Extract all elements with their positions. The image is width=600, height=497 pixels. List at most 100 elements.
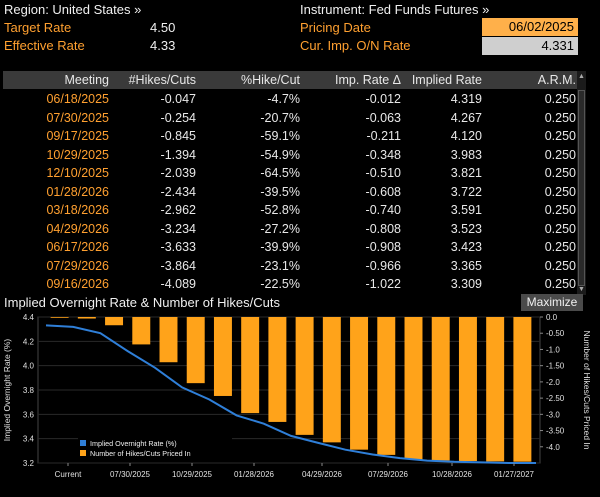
y-right-tick-label: 0.0 bbox=[546, 313, 558, 322]
col-meeting[interactable]: Meeting bbox=[64, 73, 109, 87]
table-row[interactable]: 10/29/2025 -1.394 -54.9% -0.348 3.983 0.250 bbox=[3, 147, 580, 164]
table-row[interactable]: 09/17/2025 -0.845 -59.1% -0.211 4.120 0.250 bbox=[3, 128, 580, 145]
col-implied-rate[interactable]: Implied Rate bbox=[411, 73, 482, 87]
cell-implied-rate: 4.120 bbox=[450, 129, 482, 143]
cell-meeting: 06/17/2026 bbox=[46, 240, 109, 254]
cell-pct-hike-cut: -22.5% bbox=[260, 277, 300, 291]
x-tick-label: Current bbox=[55, 470, 82, 479]
col-arm[interactable]: A.R.M. bbox=[537, 73, 576, 87]
table-row[interactable]: 04/29/2026 -3.234 -27.2% -0.808 3.523 0.250 bbox=[3, 221, 580, 238]
y-left-tick-label: 3.2 bbox=[23, 459, 35, 468]
cell-imp-rate-delta: -1.022 bbox=[365, 277, 401, 291]
cell-imp-rate-delta: -0.966 bbox=[365, 258, 401, 273]
y-left-tick-label: 3.4 bbox=[23, 435, 35, 444]
cell-pct-hike-cut: -4.7% bbox=[267, 92, 300, 106]
y-left-tick-label: 3.6 bbox=[23, 410, 35, 419]
target-rate-value: 4.50 bbox=[150, 20, 176, 35]
rate-chart: 4.4 4.2 4.0 3.8 3.6 3.4 3.2 0.0 -0.50 -1.0 -1.50 -2… bbox=[0, 311, 600, 497]
cell-arm: 0.250 bbox=[544, 92, 576, 106]
cell-pct-hike-cut: -64.5% bbox=[260, 166, 300, 180]
scrollbar-thumb[interactable] bbox=[578, 90, 585, 286]
cell-arm: 0.250 bbox=[544, 277, 576, 291]
cell-meeting: 09/16/2026 bbox=[46, 277, 109, 291]
maximize-button[interactable]: Maximize bbox=[521, 294, 583, 311]
cell-arm: 0.250 bbox=[544, 110, 576, 125]
cell-implied-rate: 3.591 bbox=[450, 203, 482, 217]
x-tick-label: 07/30/2025 bbox=[110, 470, 151, 479]
region-selector[interactable]: Region: United States » bbox=[4, 2, 142, 17]
cell-hikes-cuts: -2.962 bbox=[160, 203, 196, 217]
cell-implied-rate: 3.523 bbox=[450, 221, 482, 236]
cell-pct-hike-cut: -54.9% bbox=[260, 147, 300, 162]
table-row[interactable]: 06/18/2025 -0.047 -4.7% -0.012 4.319 0.250 bbox=[3, 91, 580, 108]
cell-implied-rate: 4.319 bbox=[450, 92, 482, 106]
cell-imp-rate-delta: -0.608 bbox=[365, 184, 401, 199]
scroll-down-icon[interactable]: ▼ bbox=[578, 286, 585, 293]
chart-bar bbox=[241, 317, 260, 414]
chart-bar bbox=[322, 317, 341, 443]
cell-meeting: 12/10/2025 bbox=[46, 166, 109, 180]
chart-title: Implied Overnight Rate & Number of Hikes… bbox=[4, 295, 280, 310]
scroll-up-icon[interactable]: ▲ bbox=[578, 73, 585, 80]
meetings-table: Meeting #Hikes/Cuts %Hike/Cut Imp. Rate … bbox=[3, 71, 580, 295]
x-tick-label: 01/28/2026 bbox=[234, 470, 275, 479]
table-row[interactable]: 06/17/2026 -3.633 -39.9% -0.908 3.423 0.250 bbox=[3, 239, 580, 256]
table-row[interactable]: 07/29/2026 -3.864 -23.1% -0.966 3.365 0.250 bbox=[3, 258, 580, 275]
chart-bar bbox=[105, 317, 124, 326]
cell-pct-hike-cut: -39.9% bbox=[260, 240, 300, 254]
pricing-date-input[interactable]: 06/02/2025 bbox=[482, 18, 578, 36]
table-row[interactable]: 07/30/2025 -0.254 -20.7% -0.063 4.267 0.250 bbox=[3, 110, 580, 127]
cell-meeting: 01/28/2026 bbox=[46, 184, 109, 199]
effective-rate-value: 4.33 bbox=[150, 38, 176, 53]
y-right-axis-title: Number of Hikes/Cuts Priced In bbox=[582, 330, 592, 449]
cell-hikes-cuts: -3.234 bbox=[160, 221, 196, 236]
instrument-selector[interactable]: Instrument: Fed Funds Futures » bbox=[300, 2, 490, 17]
cell-hikes-cuts: -4.089 bbox=[160, 277, 196, 291]
cell-meeting: 07/30/2025 bbox=[46, 110, 109, 125]
table-row[interactable]: 03/18/2026 -2.962 -52.8% -0.740 3.591 0.250 bbox=[3, 202, 580, 219]
legend-swatch-line bbox=[80, 440, 86, 446]
cell-arm: 0.250 bbox=[544, 240, 576, 254]
table-row[interactable]: 01/28/2026 -2.434 -39.5% -0.608 3.722 0.250 bbox=[3, 184, 580, 201]
x-tick-label: 07/29/2026 bbox=[368, 470, 409, 479]
y-right-tick-label: -1.50 bbox=[546, 362, 565, 371]
legend-label-bar: Number of Hikes/Cuts Priced In bbox=[90, 449, 191, 458]
y-right-tick-label: -0.50 bbox=[546, 329, 565, 338]
target-rate-label: Target Rate bbox=[4, 20, 72, 35]
chart-bar bbox=[186, 317, 205, 384]
chart-bar bbox=[268, 317, 287, 422]
cell-arm: 0.250 bbox=[544, 184, 576, 199]
table-row[interactable]: 12/10/2025 -2.039 -64.5% -0.510 3.821 0.250 bbox=[3, 165, 580, 182]
cell-arm: 0.250 bbox=[544, 258, 576, 273]
chart-bar bbox=[377, 317, 396, 455]
cell-hikes-cuts: -2.039 bbox=[160, 166, 196, 180]
cell-arm: 0.250 bbox=[544, 221, 576, 236]
cur-imp-rate-label: Cur. Imp. O/N Rate bbox=[300, 38, 411, 53]
cell-hikes-cuts: -0.845 bbox=[160, 129, 196, 143]
chart-bar bbox=[132, 317, 151, 345]
y-right-tick-label: -3.0 bbox=[546, 410, 560, 419]
cell-imp-rate-delta: -0.808 bbox=[365, 221, 401, 236]
cell-meeting: 06/18/2025 bbox=[46, 92, 109, 106]
cell-imp-rate-delta: -0.063 bbox=[365, 110, 401, 125]
col-pct-hike-cut[interactable]: %Hike/Cut bbox=[240, 73, 300, 87]
cell-arm: 0.250 bbox=[544, 129, 576, 143]
cell-implied-rate: 3.365 bbox=[450, 258, 482, 273]
y-right-tick-label: -3.50 bbox=[546, 427, 565, 436]
cell-meeting: 10/29/2025 bbox=[46, 147, 109, 162]
effective-rate-label: Effective Rate bbox=[4, 38, 85, 53]
col-hikes-cuts[interactable]: #Hikes/Cuts bbox=[128, 73, 196, 87]
col-imp-rate-delta[interactable]: Imp. Rate Δ bbox=[334, 73, 401, 87]
cell-pct-hike-cut: -23.1% bbox=[260, 258, 300, 273]
y-right-tick-label: -4.0 bbox=[546, 443, 560, 452]
cell-imp-rate-delta: -0.348 bbox=[365, 147, 401, 162]
y-left-tick-label: 4.2 bbox=[23, 337, 35, 346]
table-row[interactable]: 09/16/2026 -4.089 -22.5% -1.022 3.309 0.250 bbox=[3, 276, 580, 293]
chart-bar bbox=[350, 317, 369, 450]
legend-swatch-bar bbox=[80, 450, 86, 456]
info-panel: Region: United States » Target Rate 4.50… bbox=[0, 0, 600, 60]
x-tick-label: 10/29/2025 bbox=[172, 470, 213, 479]
chart-bar bbox=[458, 317, 477, 462]
cell-implied-rate: 3.821 bbox=[450, 166, 482, 180]
cell-pct-hike-cut: -39.5% bbox=[260, 184, 300, 199]
